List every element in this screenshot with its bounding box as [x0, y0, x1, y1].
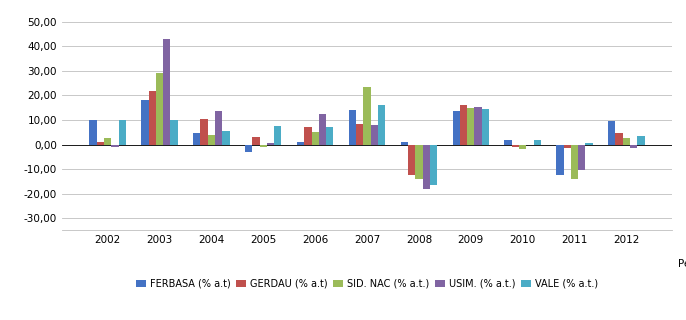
- Bar: [460, 105, 467, 145]
- Bar: [119, 120, 126, 145]
- Bar: [245, 145, 252, 152]
- Bar: [274, 126, 281, 145]
- Bar: [467, 108, 475, 145]
- Bar: [401, 142, 408, 145]
- Bar: [378, 105, 385, 145]
- Bar: [163, 39, 170, 145]
- Bar: [311, 132, 319, 145]
- Bar: [156, 73, 163, 145]
- Bar: [326, 127, 333, 145]
- Bar: [423, 145, 429, 189]
- Bar: [252, 137, 259, 145]
- Bar: [453, 111, 460, 145]
- Bar: [504, 140, 512, 145]
- Bar: [578, 145, 585, 170]
- Bar: [534, 140, 541, 145]
- Bar: [370, 125, 378, 145]
- Bar: [305, 127, 311, 145]
- Bar: [429, 145, 437, 185]
- Bar: [170, 120, 178, 145]
- Bar: [349, 110, 356, 145]
- Bar: [482, 109, 489, 145]
- Bar: [215, 111, 222, 145]
- Bar: [193, 133, 200, 145]
- Bar: [111, 145, 119, 147]
- Bar: [364, 87, 370, 145]
- Bar: [637, 136, 645, 145]
- Bar: [571, 145, 578, 179]
- Bar: [556, 145, 564, 175]
- Bar: [415, 145, 423, 179]
- Legend: FERBASA (% a.t), GERDAU (% a.t), SID. NAC (% a.t.), USIM. (% a.t.), VALE (% a.t.: FERBASA (% a.t), GERDAU (% a.t), SID. NA…: [132, 275, 602, 293]
- Bar: [89, 120, 97, 145]
- Bar: [585, 143, 593, 145]
- Bar: [297, 142, 305, 145]
- Bar: [141, 100, 149, 145]
- Bar: [512, 145, 519, 147]
- Bar: [200, 119, 208, 145]
- Text: Período: Período: [678, 259, 686, 269]
- Bar: [608, 121, 615, 145]
- Bar: [319, 114, 326, 145]
- Bar: [267, 143, 274, 145]
- Bar: [356, 124, 364, 145]
- Bar: [475, 107, 482, 145]
- Bar: [259, 145, 267, 147]
- Bar: [408, 145, 415, 175]
- Bar: [564, 145, 571, 148]
- Bar: [623, 139, 630, 145]
- Bar: [104, 139, 111, 145]
- Bar: [615, 133, 623, 145]
- Bar: [519, 145, 526, 149]
- Bar: [630, 145, 637, 148]
- Bar: [149, 91, 156, 145]
- Bar: [97, 142, 104, 145]
- Bar: [222, 131, 230, 145]
- Bar: [208, 135, 215, 145]
